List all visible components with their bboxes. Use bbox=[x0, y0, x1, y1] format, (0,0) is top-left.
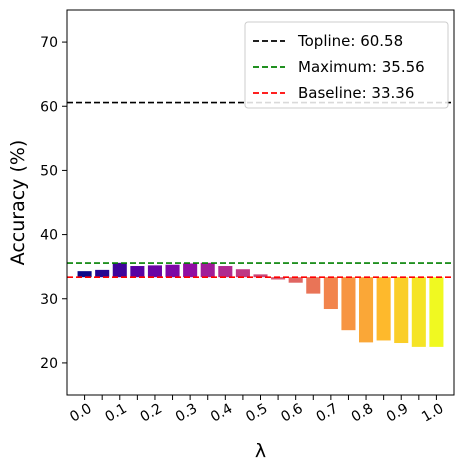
legend-label-2: Baseline: 33.36 bbox=[298, 84, 414, 102]
legend-label-1: Maximum: 35.56 bbox=[298, 58, 425, 76]
y-tick-label-0: 20 bbox=[40, 356, 58, 372]
bar-11 bbox=[271, 277, 286, 280]
reference-lines-group bbox=[67, 101, 454, 278]
x-tick-label-0: 0.0 bbox=[67, 401, 94, 426]
bar-7 bbox=[200, 262, 215, 278]
bar-14 bbox=[323, 277, 338, 310]
y-tick-label-5: 70 bbox=[40, 35, 58, 51]
bar-13 bbox=[306, 277, 321, 294]
bar-20 bbox=[429, 277, 444, 347]
bar-18 bbox=[394, 277, 409, 344]
x-tick-label-5: 0.5 bbox=[243, 401, 270, 426]
bar-0 bbox=[77, 271, 92, 278]
legend: Topline: 60.58 Maximum: 35.56 Baseline: 33… bbox=[244, 21, 449, 109]
x-axis: 0.0 0.1 0.2 0.3 0.4 0.5 0.6 0.7 0.8 0.9 1.0 bbox=[67, 395, 446, 426]
bar-8 bbox=[218, 266, 233, 278]
y-tick-label-2: 40 bbox=[40, 228, 58, 244]
bar-9 bbox=[235, 269, 250, 278]
y-tick-label-1: 30 bbox=[40, 292, 58, 308]
x-tick-label-6: 0.6 bbox=[278, 401, 305, 426]
bar-4 bbox=[147, 265, 162, 278]
x-tick-label-4: 0.4 bbox=[208, 401, 235, 426]
x-tick-label-1: 0.1 bbox=[102, 401, 129, 426]
bar-5 bbox=[165, 264, 180, 278]
y-tick-label-4: 60 bbox=[40, 99, 58, 115]
bars-group bbox=[77, 262, 444, 347]
x-tick-label-2: 0.2 bbox=[138, 401, 165, 426]
bar-15 bbox=[341, 277, 356, 331]
bar-16 bbox=[359, 277, 374, 343]
x-tick-label-8: 0.8 bbox=[349, 401, 376, 426]
bar-19 bbox=[411, 277, 426, 347]
x-tick-label-7: 0.7 bbox=[314, 401, 341, 426]
bar-17 bbox=[376, 277, 391, 341]
x-axis-label: λ bbox=[255, 440, 266, 462]
bar-3 bbox=[130, 266, 145, 278]
y-axis: 20 30 40 50 60 70 bbox=[40, 35, 67, 372]
legend-box bbox=[244, 21, 449, 109]
bar-12 bbox=[288, 277, 303, 283]
bar-6 bbox=[183, 263, 198, 278]
x-tick-label-9: 0.9 bbox=[384, 401, 411, 426]
y-tick-label-3: 50 bbox=[40, 163, 58, 179]
legend-label-0: Topline: 60.58 bbox=[297, 32, 403, 50]
bar-2 bbox=[112, 262, 127, 278]
x-tick-label-10: 1.0 bbox=[419, 401, 446, 426]
bar-10 bbox=[253, 274, 268, 278]
bar-1 bbox=[95, 269, 110, 278]
y-axis-label: Accuracy (%) bbox=[7, 140, 29, 266]
x-tick-label-3: 0.3 bbox=[173, 401, 200, 426]
